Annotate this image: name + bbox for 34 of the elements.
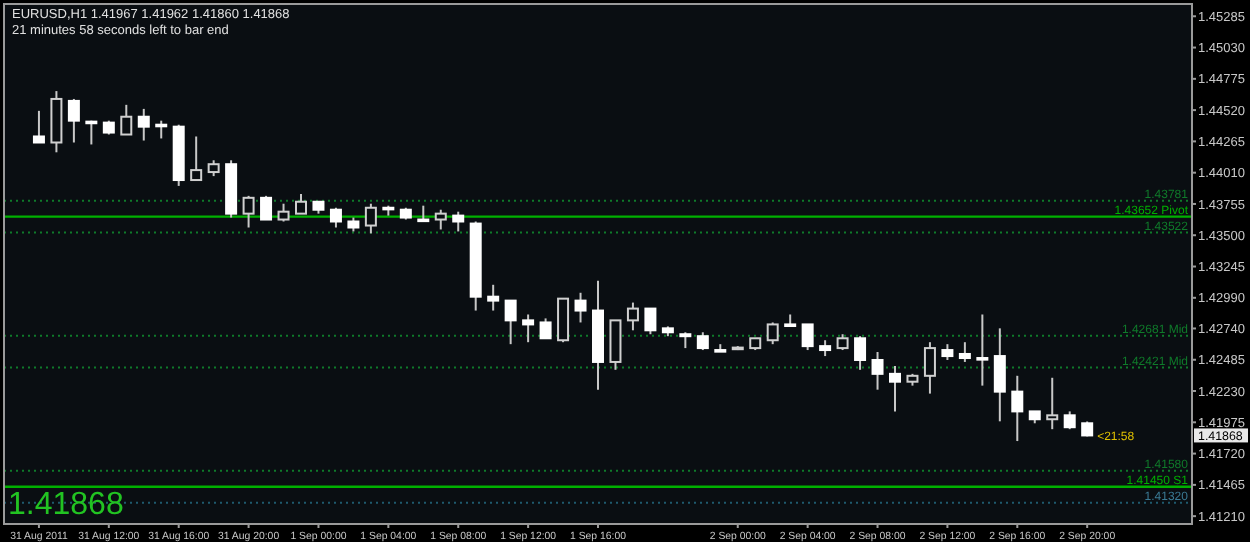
candlestick <box>295 192 307 215</box>
candlestick <box>434 208 447 231</box>
annotation: 1.41868 <box>8 488 124 522</box>
candlestick <box>487 283 500 312</box>
candlestick <box>260 194 273 221</box>
candlestick <box>329 206 342 229</box>
candlestick <box>958 341 971 363</box>
candlestick <box>67 97 80 144</box>
candlestick <box>609 319 622 371</box>
candlestick <box>539 317 552 340</box>
candlestick <box>452 210 465 233</box>
candlestick <box>889 364 901 413</box>
candlestick <box>644 307 657 336</box>
candlestick <box>993 327 1006 423</box>
candlestick <box>137 107 150 142</box>
candlestick <box>923 341 936 395</box>
candlestick <box>976 313 989 387</box>
candlestick <box>1046 376 1059 431</box>
candlestick <box>364 202 377 235</box>
candlestick <box>626 301 639 332</box>
candlestick <box>120 103 133 136</box>
candlestick <box>871 351 884 391</box>
candlestick <box>242 194 255 229</box>
candlestick <box>574 291 587 324</box>
candlestick <box>801 323 814 352</box>
candlestick <box>854 335 867 371</box>
candlestick <box>190 135 203 182</box>
candlestick <box>1011 374 1024 443</box>
candlestick <box>32 109 45 144</box>
candlestick <box>504 299 517 346</box>
candlestick <box>557 297 570 344</box>
candlestick <box>766 321 779 346</box>
candlestick <box>50 90 63 154</box>
candlestick <box>522 313 535 344</box>
